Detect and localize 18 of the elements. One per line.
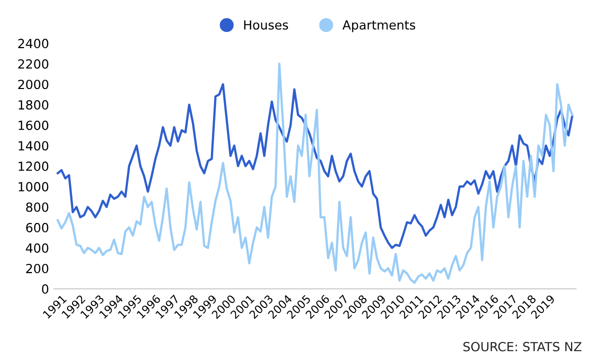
y-tick-label: 2200 — [18, 59, 48, 69]
y-tick-label: 2400 — [18, 38, 48, 48]
y-tick-label: 200 — [26, 264, 48, 274]
y-tick-label: 800 — [26, 202, 48, 212]
y-tick-label: 600 — [26, 222, 48, 232]
line-series — [56, 62, 574, 284]
y-tick-label: 1800 — [18, 100, 48, 110]
y-tick-label: 1400 — [18, 141, 48, 151]
y-tick-label: 1000 — [18, 182, 48, 192]
y-tick-label: 1600 — [18, 120, 48, 130]
legend-label: Apartments — [342, 20, 416, 32]
legend-label: Houses — [244, 20, 288, 30]
source-note: SOURCE: STATS NZ — [463, 342, 582, 352]
line-series — [56, 83, 574, 249]
y-tick-label: 2000 — [18, 80, 48, 90]
y-tick-label: 400 — [26, 243, 48, 253]
y-tick-label: 1200 — [18, 162, 48, 171]
y-tick-label: 0 — [42, 284, 48, 294]
